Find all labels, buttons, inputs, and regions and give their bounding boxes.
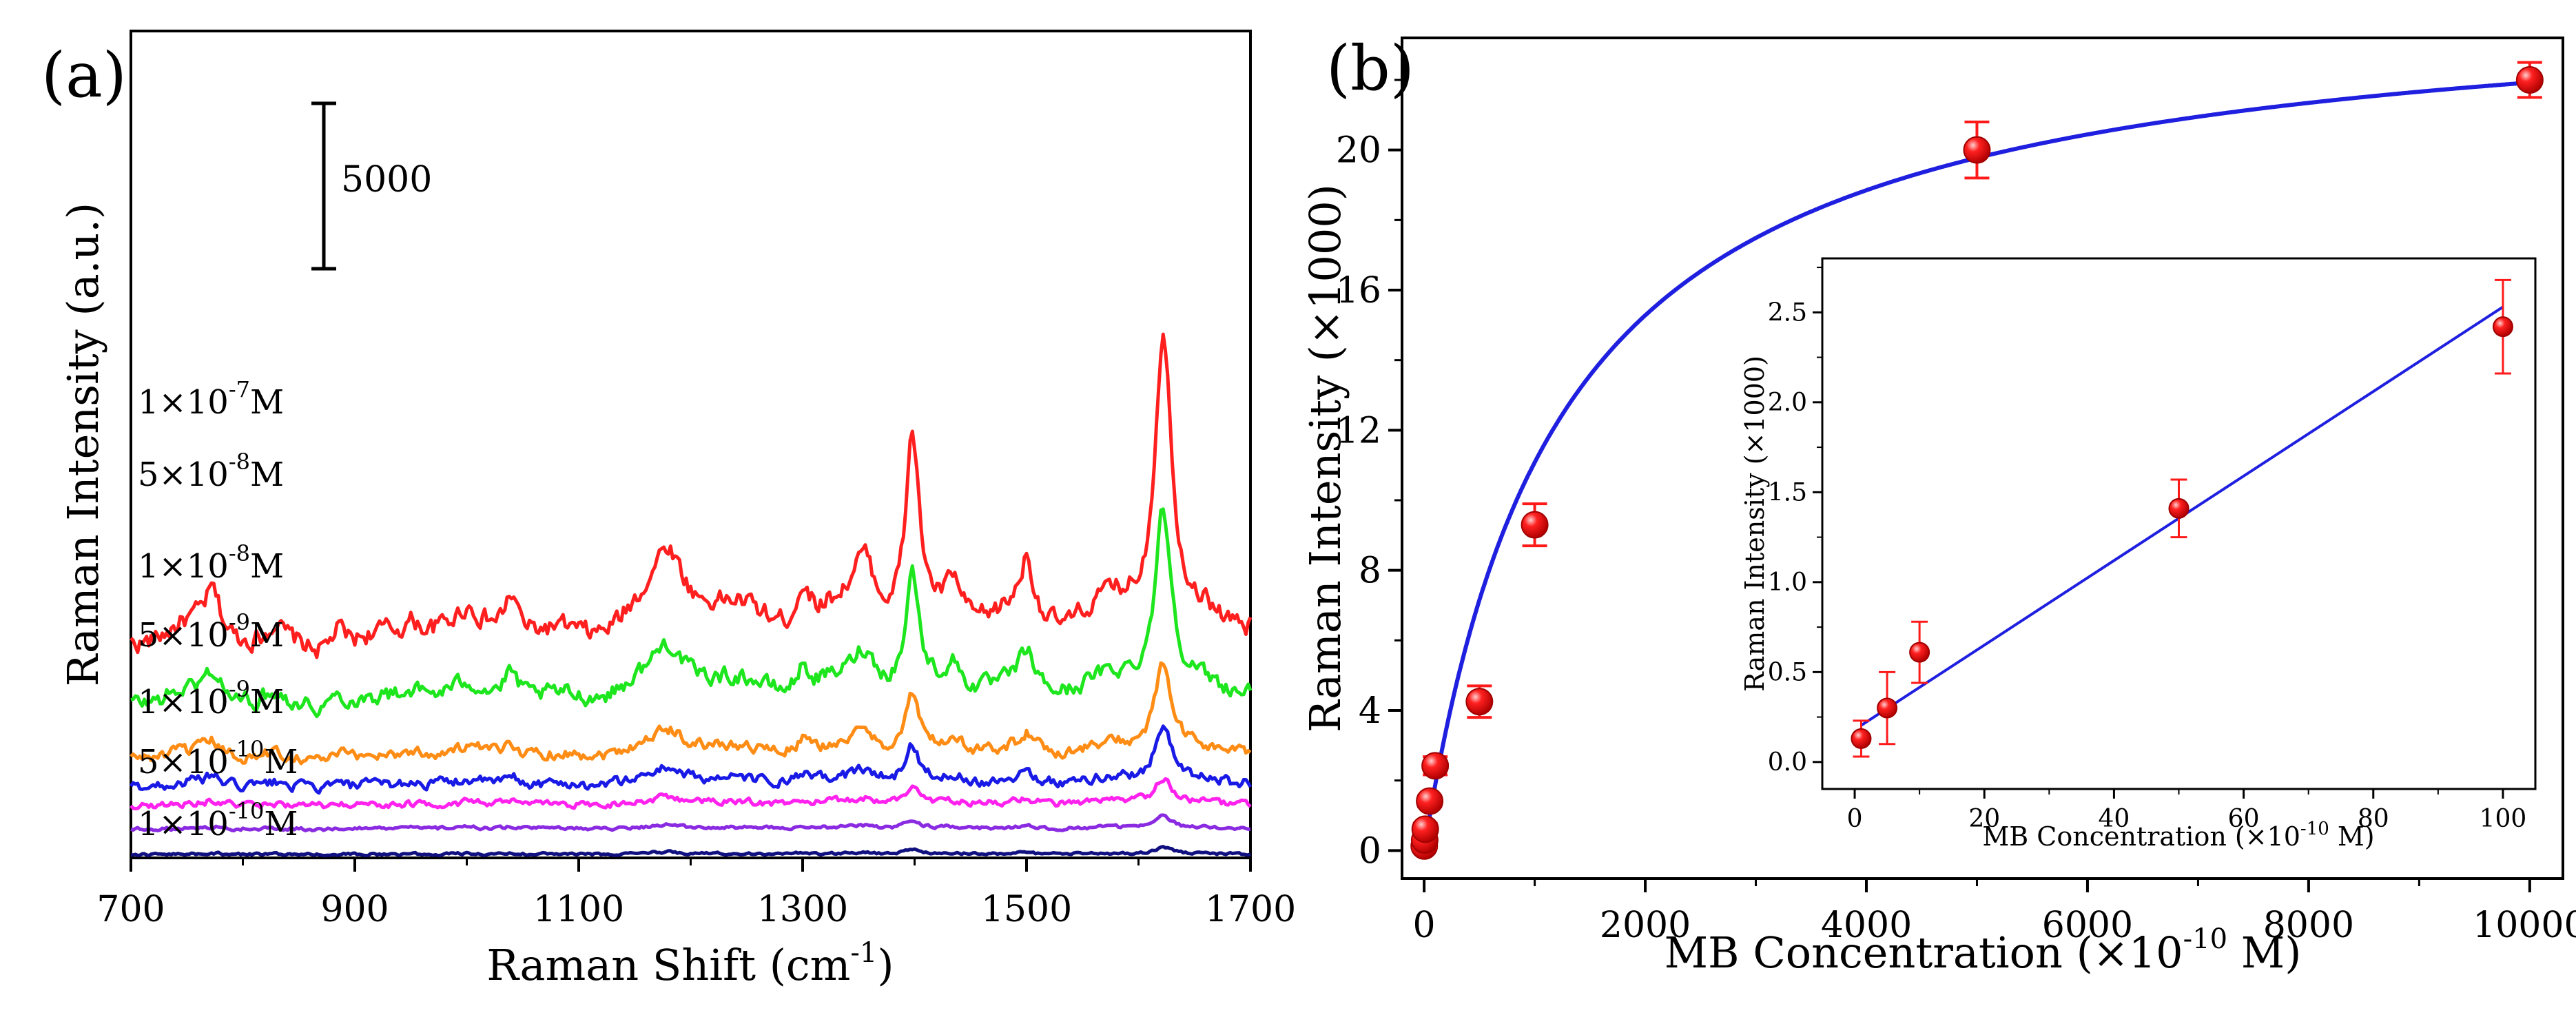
inset-x-tick-label: 60 bbox=[2228, 805, 2260, 833]
scale-bar-label: 5000 bbox=[341, 159, 432, 201]
y-tick-label: 12 bbox=[1336, 410, 1381, 451]
x-tick-label: 8000 bbox=[2263, 905, 2354, 946]
spectrum-line bbox=[130, 332, 1253, 659]
spectrum-line bbox=[130, 845, 1252, 858]
spectrum-line bbox=[129, 724, 1253, 795]
data-point-marker bbox=[1421, 752, 1450, 780]
x-tick-label: 4000 bbox=[1821, 905, 1912, 946]
concentration-label: 1×10-9M bbox=[138, 676, 284, 721]
concentration-label: 5×10-8M bbox=[138, 449, 284, 494]
panel-b-ticks: 0 2000 4000 6000 8000 10000 0 4 8 12 16 20 bbox=[1336, 79, 2576, 946]
inset-x-tick-label: 100 bbox=[2480, 805, 2527, 833]
spectrum-line bbox=[130, 777, 1252, 810]
panel-a-scale-bar: 5000 bbox=[311, 101, 432, 271]
panel-a-x-ticks: 700 900 1100 1300 1500 1700 bbox=[96, 858, 1296, 930]
x-tick-label: 0 bbox=[1413, 905, 1436, 946]
x-tick-label: 1700 bbox=[1205, 889, 1296, 930]
x-tick-label: 900 bbox=[320, 889, 389, 930]
inset-data-point-marker bbox=[2492, 316, 2513, 338]
panel-a-raman-spectra: (a) 1×10-7M 5×10-8M 1×10-8M 5×10-9M 1×10-9M 5… bbox=[41, 30, 1296, 990]
data-point-marker bbox=[1411, 815, 1439, 843]
y-tick-label: 0 bbox=[1359, 830, 1381, 872]
concentration-label: 5×10-10M bbox=[138, 736, 298, 781]
inset-data-point-marker bbox=[2168, 498, 2189, 519]
data-point-marker bbox=[1416, 787, 1444, 815]
y-tick-label: 16 bbox=[1336, 270, 1381, 311]
panel-a-x-axis-title: Raman Shift (cm-1) bbox=[486, 937, 894, 990]
x-tick-label: 1100 bbox=[533, 889, 624, 930]
concentration-label: 1×10-8M bbox=[138, 540, 284, 586]
panel-b-plot-frame bbox=[1401, 37, 2564, 880]
panel-a-series-group bbox=[129, 332, 1253, 858]
panel-b-y-axis-title: Raman Intensity (×1000) bbox=[1300, 184, 1350, 732]
x-tick-label: 1500 bbox=[981, 889, 1072, 930]
inset-data-points bbox=[1851, 278, 2513, 758]
data-point-marker bbox=[1521, 511, 1549, 539]
panel-b-x-axis-title: MB Concentration (×10-10 M) bbox=[1665, 923, 2302, 978]
inset-x-tick-label: 20 bbox=[1968, 805, 2000, 833]
inset-y-tick-label: 1.0 bbox=[1768, 568, 1807, 597]
inset-x-tick-label: 80 bbox=[2358, 805, 2389, 833]
inset-x-tick-label: 0 bbox=[1847, 805, 1863, 833]
panel-b-inset: 0 20 40 60 80 100 0.0 0.5 1.0 1.5 2.0 2.5 MB Concen… bbox=[1740, 257, 2537, 852]
spectrum-line bbox=[130, 507, 1253, 719]
inset-ticks: 0 20 40 60 80 100 0.0 0.5 1.0 1.5 2.0 2.5 bbox=[1768, 267, 2527, 833]
inset-y-tick-label: 0.5 bbox=[1768, 658, 1807, 686]
x-tick-label: 2000 bbox=[1600, 905, 1691, 946]
data-point-marker bbox=[2515, 66, 2544, 94]
y-tick-label: 20 bbox=[1336, 130, 1381, 172]
inset-data-point-marker bbox=[1909, 642, 1930, 663]
x-tick-label: 6000 bbox=[2042, 905, 2133, 946]
panel-a-label: (a) bbox=[41, 39, 127, 112]
panel-a-plot-frame bbox=[130, 30, 1252, 859]
spectrum-line bbox=[130, 661, 1252, 766]
spectrum-line bbox=[130, 813, 1251, 832]
data-point-marker bbox=[1963, 136, 1991, 164]
concentration-label: 1×10-7M bbox=[138, 376, 284, 422]
y-tick-label: 8 bbox=[1359, 551, 1381, 592]
inset-y-axis-title: Raman Intensity (×1000) bbox=[1740, 356, 1770, 692]
inset-x-tick-label: 40 bbox=[2099, 805, 2130, 833]
y-tick-label: 4 bbox=[1359, 690, 1381, 732]
x-tick-label: 700 bbox=[96, 889, 165, 930]
panel-a-concentration-labels: 1×10-7M 5×10-8M 1×10-8M 5×10-9M 1×10-9M 5×10-… bbox=[138, 376, 298, 843]
inset-y-tick-label: 1.5 bbox=[1768, 478, 1807, 506]
inset-y-tick-label: 2.5 bbox=[1768, 298, 1807, 327]
panel-a-y-axis-title: Raman Intensity (a.u.) bbox=[58, 203, 108, 686]
inset-x-axis-title: MB Concentration (×10-10 M) bbox=[1982, 819, 2374, 852]
x-tick-label: 10000 bbox=[2473, 905, 2576, 946]
panel-b-data-points bbox=[1410, 61, 2544, 860]
inset-data-point-marker bbox=[1877, 697, 1898, 719]
panel-b-label: (b) bbox=[1326, 32, 1414, 105]
data-point-marker bbox=[1465, 688, 1494, 716]
inset-data-point-marker bbox=[1851, 728, 1872, 749]
inset-y-tick-label: 2.0 bbox=[1768, 389, 1807, 417]
concentration-label: 5×10-9M bbox=[138, 609, 284, 655]
x-tick-label: 1300 bbox=[757, 889, 848, 930]
inset-y-tick-label: 0.0 bbox=[1768, 748, 1807, 777]
concentration-label: 1×10-10M bbox=[138, 798, 298, 843]
panel-b-concentration-curve: (b) 0 2000 4000 6000 8000 10000 0 4 8 12 16 20 MB C… bbox=[1300, 32, 2576, 978]
